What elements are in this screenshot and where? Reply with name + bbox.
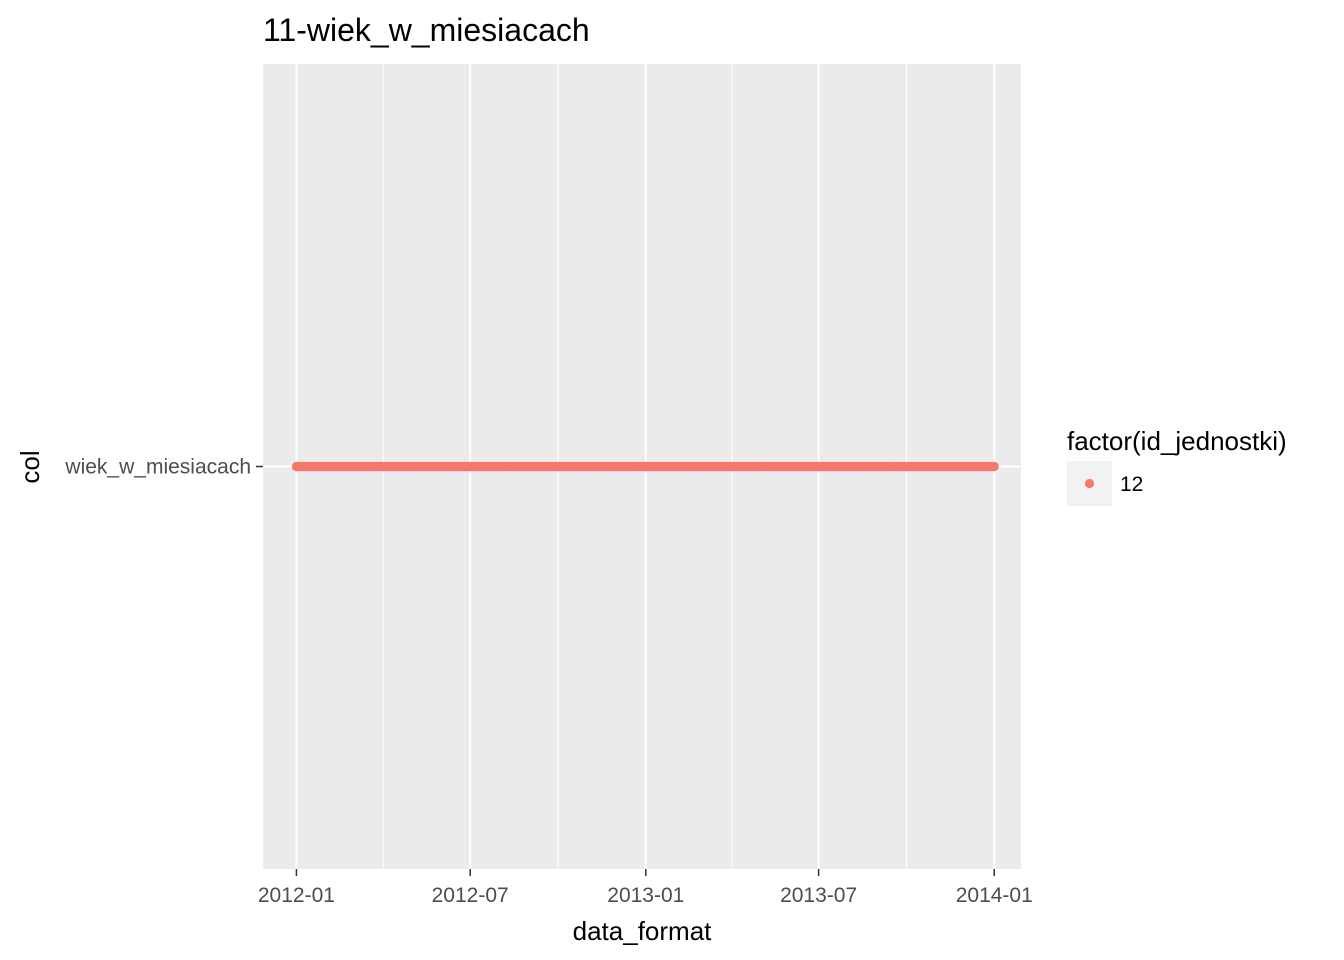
data-points (291, 461, 999, 472)
chart-title: 11-wiek_w_miesiacach (263, 12, 590, 48)
y-tick-label: wiek_w_miesiacach (64, 456, 251, 479)
x-axis-ticks: 2012-01 2012-07 2013-01 2013-07 2014-01 (258, 869, 1033, 907)
legend-swatch (1084, 478, 1095, 489)
legend: factor(id_jednostki) 12 (1067, 426, 1287, 506)
x-axis-title: data_format (573, 916, 713, 946)
legend-entries: 12 (1067, 461, 1143, 506)
x-tick-label: 2013-01 (607, 884, 684, 907)
x-tick-label: 2013-07 (780, 884, 857, 907)
y-axis-title: col (15, 450, 45, 483)
x-tick-label: 2012-01 (258, 884, 335, 907)
x-tick-label: 2012-07 (432, 884, 509, 907)
legend-title: factor(id_jednostki) (1067, 426, 1287, 456)
y-axis-ticks: wiek_w_miesiacach (64, 456, 263, 479)
legend-label: 12 (1120, 473, 1143, 496)
data-point (989, 461, 999, 472)
x-tick-label: 2014-01 (956, 884, 1033, 907)
